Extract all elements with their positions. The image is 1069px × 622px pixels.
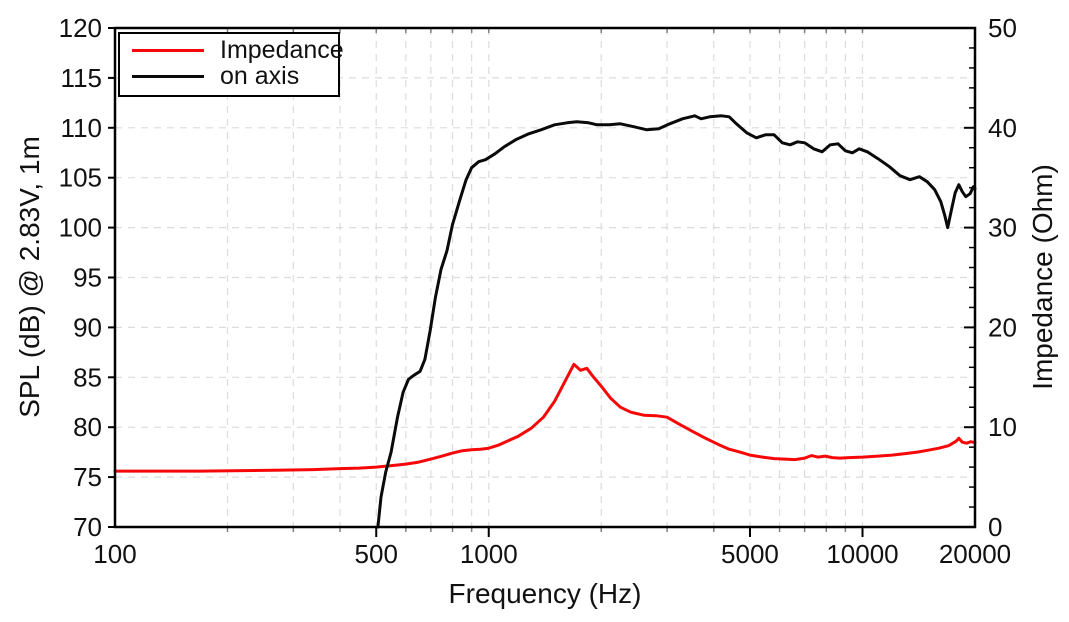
x-tick-label: 100: [93, 539, 136, 569]
x-tick-label: 20000: [939, 539, 1011, 569]
plot-frame: [113, 26, 977, 529]
y-left-axis-title: SPL (dB) @ 2.83V, 1m: [14, 136, 45, 418]
legend-item-on-axis: on axis: [132, 62, 328, 90]
y-left-tick-label: 75: [73, 462, 102, 492]
x-tick-label: 1000: [460, 539, 518, 569]
legend-label-impedance: Impedance: [220, 36, 344, 64]
y-right-tick-label: 10: [988, 412, 1017, 442]
y-left-tick-label: 105: [59, 163, 102, 193]
x-tick-label: 10000: [826, 539, 898, 569]
legend-item-impedance: Impedance: [132, 38, 344, 63]
y-left-tick-label: 120: [59, 13, 102, 43]
legend-line-sample-impedance: [132, 49, 204, 52]
y-right-axis-title: Impedance (Ohm): [1027, 164, 1058, 390]
y-left-tick-label: 80: [73, 412, 102, 442]
y-right-tick-label: 30: [988, 213, 1017, 243]
x-axis-title: Frequency (Hz): [448, 578, 642, 609]
y-right-tick-label: 50: [988, 13, 1017, 43]
y-left-tick-label: 85: [73, 362, 102, 392]
x-tick-label: 500: [355, 539, 398, 569]
y-right-tick-label: 40: [988, 113, 1017, 143]
series-curve-on-axis: [376, 114, 977, 529]
series-curve-impedance: [113, 362, 977, 473]
y-left-tick-label: 100: [59, 213, 102, 243]
x-tick-label: 5000: [721, 539, 779, 569]
legend-line-sample-on-axis: [132, 75, 204, 78]
y-left-tick-label: 95: [73, 263, 102, 293]
y-right-tick-label: 20: [988, 312, 1017, 342]
legend: Impedance on axis: [118, 32, 344, 97]
y-left-tick-label: 110: [61, 113, 102, 143]
legend-label-on-axis: on axis: [220, 62, 300, 90]
y-left-tick-label: 115: [61, 63, 102, 93]
y-left-tick-label: 90: [73, 312, 102, 342]
y-left-tick-label: 70: [73, 512, 102, 542]
y-right-tick-label: 0: [988, 512, 1002, 542]
